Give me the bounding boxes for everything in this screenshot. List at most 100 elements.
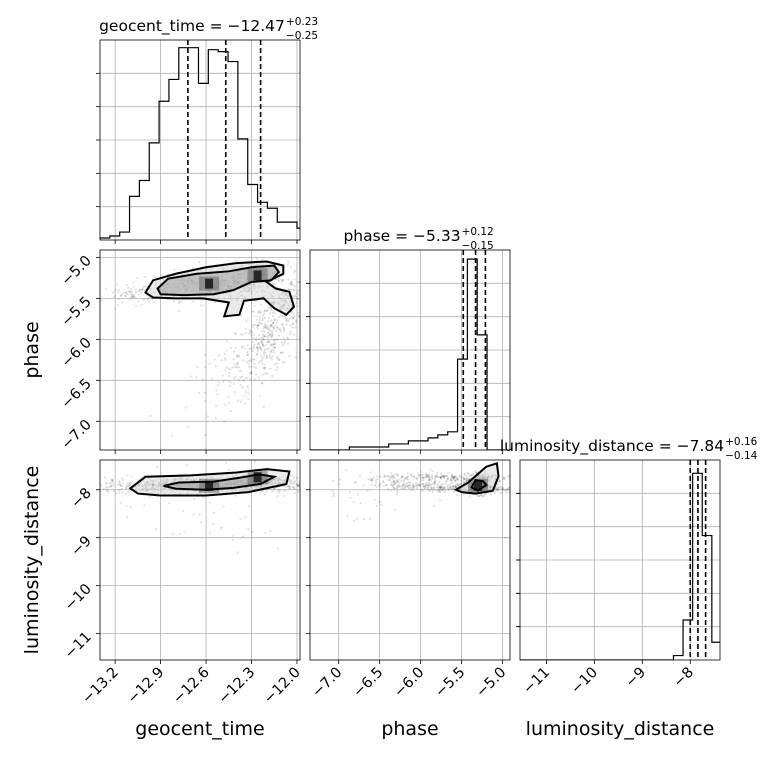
scatter-point [478, 494, 481, 498]
scatter-point [258, 322, 261, 325]
scatter-point [271, 330, 274, 333]
scatter-point [271, 325, 274, 329]
scatter-point [468, 495, 472, 498]
scatter-point [350, 487, 352, 489]
histogram-step-luminosity_distance [520, 472, 720, 660]
scatter-point [372, 476, 375, 479]
scatter-point [276, 326, 279, 329]
scatter-point [279, 330, 282, 333]
scatter-point [417, 474, 420, 477]
scatter-point [265, 491, 268, 494]
scatter-point [252, 337, 255, 340]
scatter-point [127, 290, 131, 293]
scatter-point [484, 493, 487, 496]
scatter-point [128, 298, 131, 302]
scatter-point [126, 293, 129, 296]
hist-panel-luminosity_distance: luminosity_distance = −7.84 +0.16 −0.14 [500, 436, 758, 661]
scatter-point [292, 271, 296, 274]
scatter-point [325, 485, 327, 487]
scatter-point [119, 485, 122, 488]
scatter-point [311, 476, 313, 478]
scatter-point [415, 478, 418, 481]
scatter-point [237, 361, 240, 364]
scatter-point [454, 485, 458, 488]
scatter-point [290, 311, 293, 314]
scatter-point [428, 476, 431, 479]
scatter-point [291, 326, 294, 329]
scatter-point [142, 285, 145, 288]
scatter-point [344, 485, 346, 487]
scatter-point [222, 380, 225, 383]
scatter-point [428, 475, 431, 478]
scatter-point [268, 334, 271, 337]
scatter-point [259, 492, 262, 495]
scatter-point [453, 479, 456, 482]
scatter-point [401, 485, 404, 488]
scatter-point [113, 307, 116, 310]
scatter-point [251, 349, 254, 353]
scatter-point [107, 486, 110, 489]
scatter-point [356, 493, 359, 496]
scatter-point [401, 475, 404, 478]
scatter-point [554, 490, 556, 492]
scatter-point [378, 483, 381, 486]
scatter-point [270, 351, 273, 354]
scatter-point [292, 289, 295, 292]
scatter-point [410, 473, 413, 476]
scatter-point [426, 475, 429, 478]
density-halo [247, 470, 268, 485]
scatter-point [185, 464, 189, 467]
scatter-point [502, 486, 505, 490]
scatter-point [256, 258, 259, 261]
scatter-point [117, 298, 120, 301]
scatter-point [407, 484, 410, 487]
scatter-point [128, 483, 131, 486]
scatter-point [292, 295, 295, 298]
scatter-point [414, 484, 417, 488]
scatter-point [273, 338, 277, 341]
scatter-point [263, 348, 266, 352]
scatter-point [494, 491, 497, 494]
scatter-point [268, 355, 271, 358]
scatter-point [393, 487, 396, 490]
histogram-step-geocent_time [100, 47, 300, 240]
scatter-point [398, 485, 401, 488]
scatter-point [406, 475, 410, 478]
scatter-point [140, 288, 144, 292]
scatter-point [431, 483, 434, 486]
scatter-point [453, 487, 456, 490]
scatter-point [255, 337, 258, 340]
scatter-point [383, 474, 386, 477]
contour-fill [157, 265, 279, 296]
scatter-point [86, 485, 88, 487]
scatter-point [257, 337, 260, 340]
scatter-point [119, 293, 123, 297]
scatter-point [396, 487, 399, 490]
scatter-point [390, 474, 393, 477]
scatter-point [251, 531, 254, 534]
title-sup-luminosity_distance: +0.16 [725, 436, 757, 448]
scatter-point [498, 487, 501, 490]
scatter-point [225, 349, 229, 352]
scatter-point [400, 487, 403, 490]
scatter-point [130, 475, 133, 478]
scatter-point [415, 483, 419, 486]
scatter-point [75, 477, 77, 479]
scatter-point [118, 489, 121, 492]
scatter-point [233, 363, 236, 366]
scatter-point [504, 536, 507, 540]
scatter-point [329, 485, 331, 487]
scatter-point [415, 476, 418, 479]
hist-panel-geocent_time-content [100, 40, 300, 240]
scatter-point [396, 486, 399, 489]
x-tick-label: −12.6 [170, 665, 213, 708]
scatter-point [410, 488, 414, 492]
scatter-point [476, 494, 479, 497]
density-peak [253, 472, 262, 483]
y-axis-label-phase: phase [21, 321, 43, 378]
scatter-point [287, 287, 290, 291]
scatter-point [149, 495, 152, 498]
scatter-point [281, 322, 284, 325]
scatter-point [402, 482, 405, 485]
scatter-point [357, 485, 359, 487]
